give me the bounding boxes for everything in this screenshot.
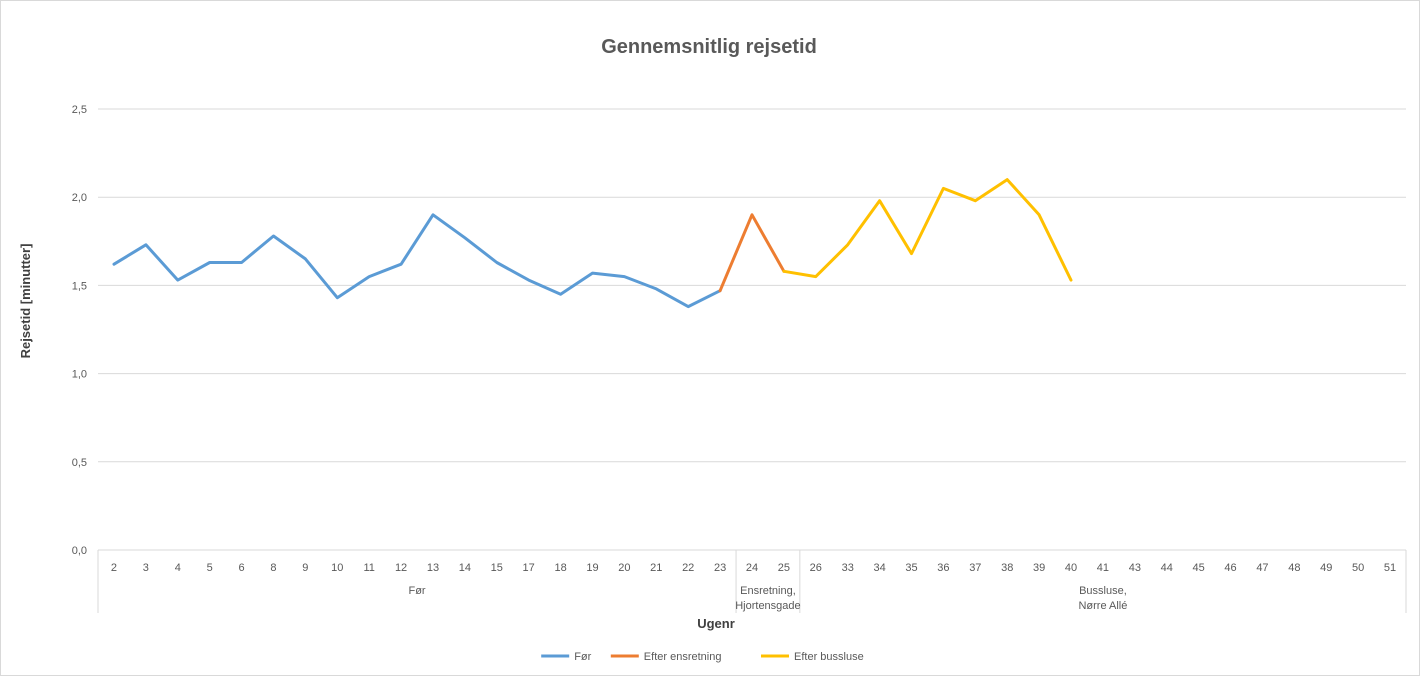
x-tick-label: 4	[175, 562, 181, 574]
x-tick-label: 43	[1129, 562, 1141, 574]
x-tick-label: 38	[1001, 562, 1013, 574]
x-tick-label: 15	[491, 562, 503, 574]
x-tick-label: 5	[207, 562, 213, 574]
y-tick-label: 2,0	[72, 192, 87, 204]
x-tick-label: 33	[842, 562, 854, 574]
y-axis-ticks: 0,0 0,5 1,0 1,5 2,0 2,5	[72, 104, 87, 557]
x-tick-label: 10	[331, 562, 343, 574]
x-tick-label: 9	[302, 562, 308, 574]
x-tick-label: 39	[1033, 562, 1045, 574]
x-axis-title: Ugenr	[697, 616, 735, 631]
x-tick-label: 35	[905, 562, 917, 574]
y-tick-label: 1,5	[72, 280, 87, 292]
legend-label: Efter ensretning	[644, 651, 722, 663]
x-tick-label: 46	[1224, 562, 1236, 574]
x-tick-label: 44	[1161, 562, 1173, 574]
x-tick-label: 13	[427, 562, 439, 574]
x-tick-label: 37	[969, 562, 981, 574]
x-tick-label: 6	[238, 562, 244, 574]
x-tick-label: 49	[1320, 562, 1332, 574]
group-label: Bussluse, Nørre Allé	[1078, 585, 1127, 612]
legend-label: Efter bussluse	[794, 651, 864, 663]
x-tick-label: 18	[554, 562, 566, 574]
x-axis: 2 3 4 5 6 8 9 10 11 12 13 14 15 17 18 19 20 21 22 23 24 25 26 3…	[97, 550, 1407, 613]
y-tick-label: 2,5	[72, 104, 87, 116]
group-label: Ensretning, Hjortensgade	[735, 585, 800, 612]
x-tick-label: 14	[459, 562, 471, 574]
x-tick-label: 12	[395, 562, 407, 574]
x-tick-label: 11	[363, 562, 374, 574]
y-tick-label: 0,0	[72, 545, 87, 557]
series-line-3	[782, 178, 1073, 282]
x-tick-label: 19	[586, 562, 598, 574]
y-tick-label: 0,5	[72, 457, 87, 469]
group-label: Før	[408, 585, 425, 597]
x-tick-label: 2	[111, 562, 117, 574]
x-tick-label: 17	[523, 562, 535, 574]
x-tick-label: 25	[778, 562, 790, 574]
x-tick-label: 3	[143, 562, 149, 574]
legend: Før Efter ensretning Efter bussluse	[541, 651, 864, 663]
y-tick-label: 1,0	[72, 369, 87, 381]
x-tick-label: 34	[873, 562, 885, 574]
x-tick-label: 41	[1097, 562, 1109, 574]
chart-title: Gennemsnitlig rejsetid	[601, 36, 817, 58]
x-tick-label: 50	[1352, 562, 1364, 574]
x-tick-label: 21	[650, 562, 662, 574]
gridlines	[98, 108, 1406, 551]
x-tick-label: 40	[1065, 562, 1077, 574]
series-line-1	[112, 213, 722, 309]
y-axis-title: Rejsetid [minutter]	[18, 244, 33, 359]
x-tick-label: 26	[810, 562, 822, 574]
x-tick-label: 36	[937, 562, 949, 574]
x-tick-label: 23	[714, 562, 726, 574]
x-tick-label: 51	[1384, 562, 1396, 574]
series-lines	[112, 178, 1073, 309]
x-tick-label: 47	[1256, 562, 1268, 574]
x-tick-label: 8	[270, 562, 276, 574]
x-tick-label: 22	[682, 562, 694, 574]
x-tick-label: 20	[618, 562, 630, 574]
x-tick-label: 24	[746, 562, 758, 574]
x-tick-label: 48	[1288, 562, 1300, 574]
series-line-2	[718, 213, 786, 293]
x-tick-label: 45	[1193, 562, 1205, 574]
legend-label: Før	[574, 651, 591, 663]
